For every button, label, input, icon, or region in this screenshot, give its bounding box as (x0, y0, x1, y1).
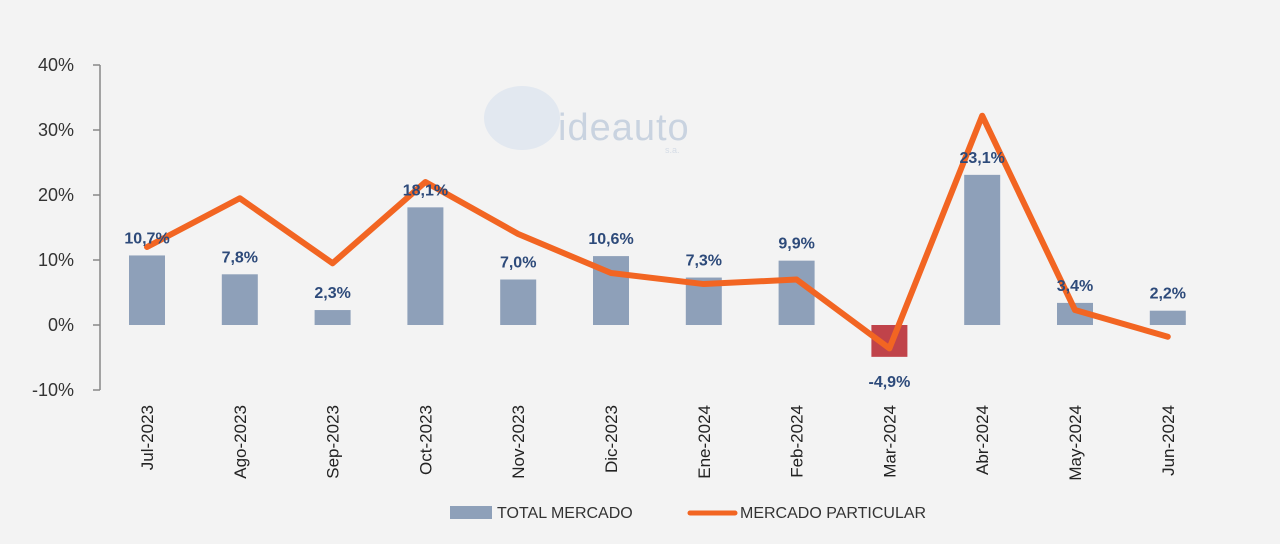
watermark-logo-text: ideauto (558, 107, 690, 149)
bar-oct-2023 (407, 207, 444, 325)
x-tick-label: Mar-2024 (880, 405, 899, 478)
bar-ago-2023 (221, 274, 258, 325)
data-label-feb-2024: 9,9% (778, 236, 814, 253)
watermark-logo-circle (484, 86, 560, 150)
x-tick-label: Feb-2024 (788, 405, 807, 478)
bar-may-2024 (1057, 302, 1093, 325)
watermark-logo: ideauto s.a. (484, 86, 690, 155)
legend: TOTAL MERCADO MERCADO PARTICULAR (450, 505, 926, 522)
bar-abr-2024 (964, 174, 1001, 325)
bar-sep-2023 (314, 310, 351, 325)
x-tick-label: Jul-2023 (138, 405, 157, 470)
data-label-mar-2024: -4,9% (869, 374, 911, 391)
data-label-may-2024: 3,4% (1057, 278, 1093, 295)
data-label-ene-2024: 7,3% (686, 253, 722, 270)
x-tick-label: Jun-2024 (1159, 405, 1178, 476)
data-label-ago-2023: 7,8% (222, 249, 258, 266)
bar-feb-2024 (778, 260, 815, 325)
bar-jul-2023 (129, 255, 165, 325)
y-tick-label: 20% (38, 185, 74, 205)
x-tick-label: Ago-2023 (231, 405, 250, 479)
x-tick-label: Sep-2023 (324, 405, 343, 479)
x-ticks: Jul-2023 Ago-2023 Sep-2023 Oct-2023 Nov-2023… (138, 405, 1178, 481)
y-tick-label: 40% (38, 55, 74, 75)
data-label-dic-2023: 10,6% (588, 231, 633, 248)
x-tick-label: May-2024 (1066, 405, 1085, 481)
line-mercado-particular (144, 112, 1171, 352)
x-tick-label: Dic-2023 (602, 405, 621, 473)
bars (129, 174, 1186, 357)
x-tick-label: Nov-2023 (509, 405, 528, 479)
x-tick-label: Oct-2023 (416, 405, 435, 475)
y-tick-label: -10% (32, 380, 74, 400)
line-series (144, 112, 1171, 352)
data-label-jul-2023: 10,7% (124, 230, 169, 247)
bar-nov-2023 (500, 279, 537, 325)
y-tick-label: 10% (38, 250, 74, 270)
data-label-oct-2023: 18,1% (403, 182, 448, 199)
data-label-nov-2023: 7,0% (500, 255, 536, 272)
legend-label-mercado-particular: MERCADO PARTICULAR (740, 505, 926, 522)
watermark-logo-sub: s.a. (665, 145, 680, 155)
data-label-jun-2024: 2,2% (1150, 286, 1186, 303)
legend-swatch-total-mercado (450, 506, 492, 519)
x-tick-label: Ene-2024 (695, 405, 714, 479)
y-tick-label: 30% (38, 120, 74, 140)
bar-jun-2024 (1149, 310, 1186, 325)
data-label-sep-2023: 2,3% (314, 285, 350, 302)
x-tick-label: Abr-2024 (973, 405, 992, 475)
axes: 40% 30% 20% 10% 0% -10% (32, 55, 101, 400)
data-label-abr-2024: 23,1% (960, 150, 1005, 167)
data-labels: 10,7% 7,8% 2,3% 18,1% 7,0% 10,6% 7,3% 9,9% -4,9%… (124, 150, 1186, 391)
y-tick-label: 0% (48, 315, 74, 335)
legend-label-total-mercado: TOTAL MERCADO (497, 505, 633, 522)
